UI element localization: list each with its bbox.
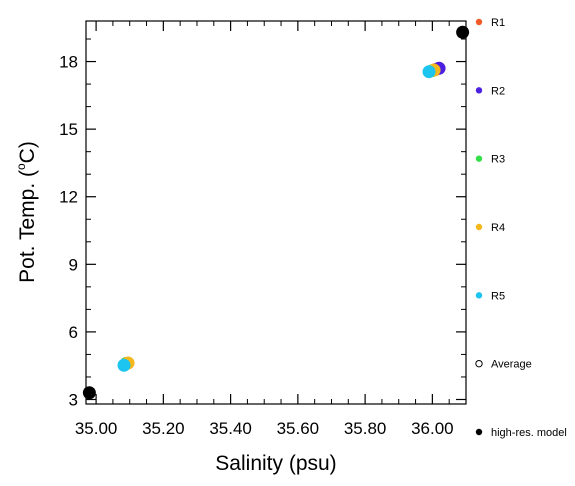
y-tick-label: 12 [59,188,78,207]
plot-frame [85,20,467,405]
x-tick-label: 35.20 [142,419,185,438]
legend-label-r2: R2 [491,85,505,97]
legend-marker-average [475,359,483,368]
x-tick-label: 35.60 [277,419,320,438]
legend-label-high-res-model: high-res. model [491,427,567,439]
legend-marker-r1 [475,18,483,26]
x-tick-label: 35.80 [344,419,387,438]
legend-label-r4: R4 [491,222,505,234]
x-axis-title: Salinity (psu) [215,452,336,475]
legend-marker-r3 [475,155,483,162]
y-tick-label: 3 [69,390,78,409]
y-tick-label: 9 [69,255,78,274]
legend-label-r3: R3 [491,154,505,166]
y-tick-labels: 3 6 9 12 15 18 [59,53,78,410]
legend-marker-r2 [475,87,483,94]
data-points [82,25,470,400]
y-axis-title-main: Pot. Temp. ( [16,170,39,283]
y-tick-label: 6 [69,323,78,342]
y-axis-title: Pot. Temp. (oC) [14,141,39,283]
x-tick-label: 35.40 [209,419,252,438]
legend-label-average: Average [491,359,532,371]
x-tick-label: 35.00 [75,419,118,438]
legend-label-r5: R5 [491,290,505,302]
axis-ticks [86,21,467,404]
x-tick-label: 36.00 [411,419,454,438]
y-tick-label: 18 [59,53,78,72]
point-high-res-model [456,25,470,39]
legend-marker-high-res-model [475,428,483,436]
legend-marker-r4 [475,223,483,231]
y-axis-title-unit: C) [16,141,39,163]
point-r5 [422,65,436,79]
legend: R1 R2 R3 R4 R5 Average high-res. model [475,17,567,439]
point-high-res-model [82,386,96,400]
y-tick-label: 15 [59,120,78,139]
y-axis-title-degree: o [14,163,28,170]
legend-label-r1: R1 [491,17,505,29]
point-r5 [117,358,131,372]
legend-marker-r5 [475,292,483,299]
x-tick-labels: 35.00 35.20 35.40 35.60 35.80 36.00 [75,419,454,438]
